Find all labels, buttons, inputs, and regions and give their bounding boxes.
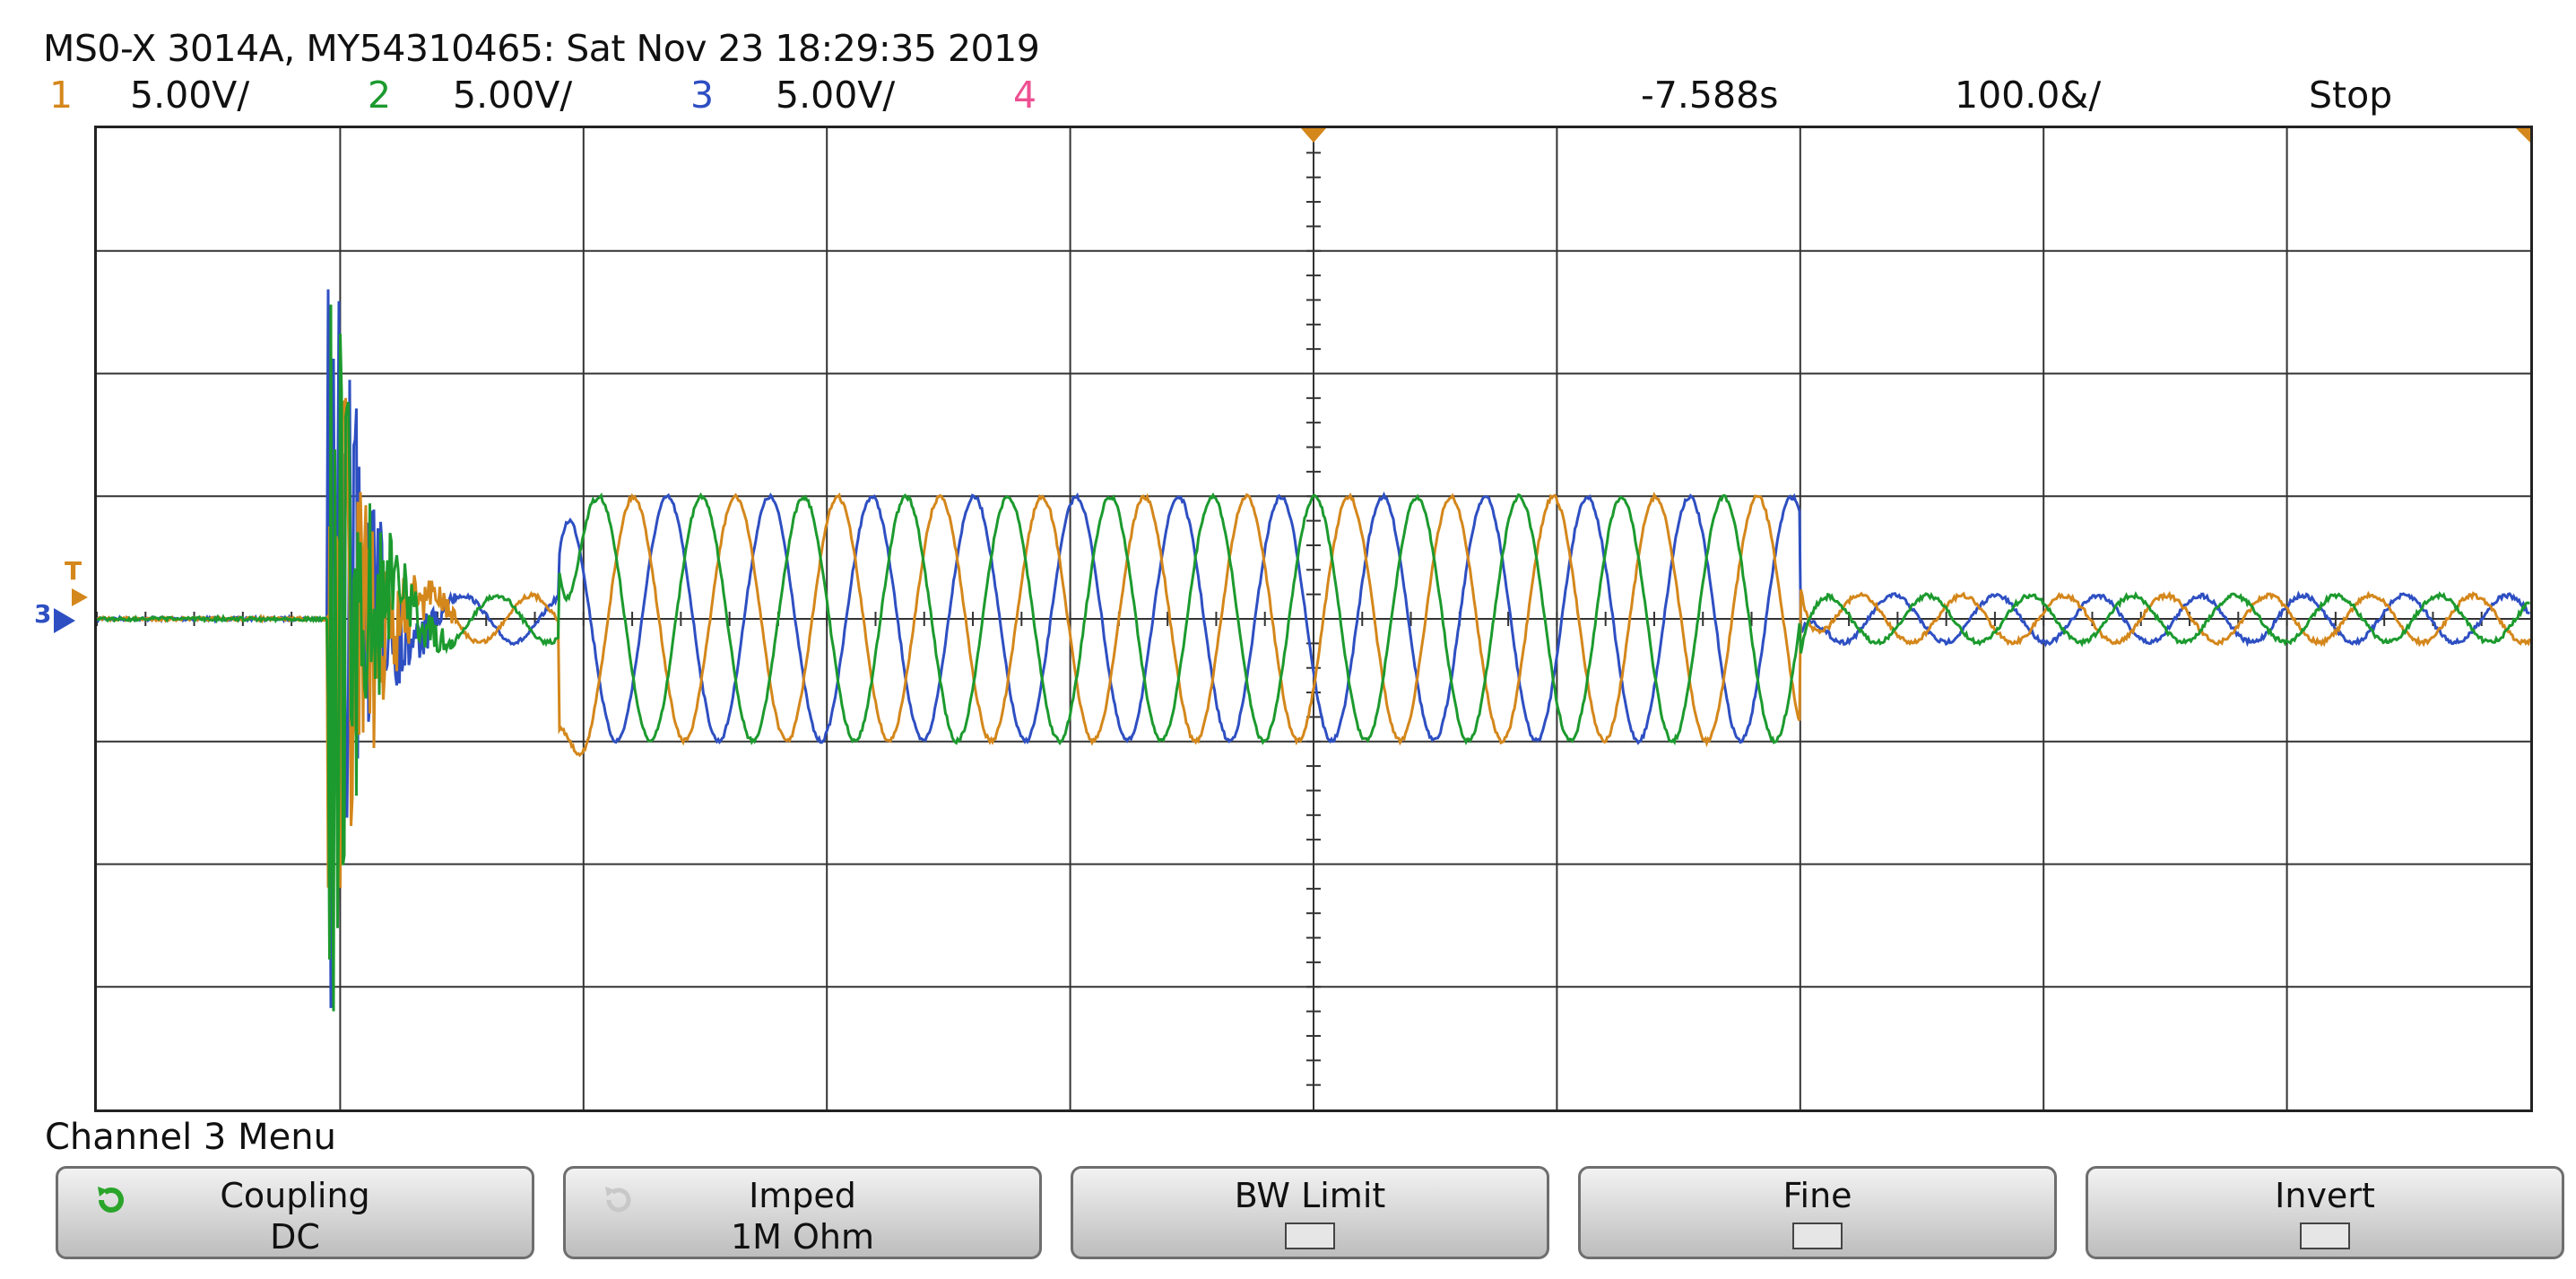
checkbox-icon[interactable] [2300, 1222, 2350, 1249]
time-scale: 100.0&/ [1955, 74, 2102, 117]
trigger-level-marker[interactable]: T [65, 556, 82, 586]
coupling-value: DC [270, 1217, 320, 1257]
waveform-screen[interactable] [94, 126, 2533, 1112]
softkey-bar: Coupling DC Imped 1M Ohm BW Limit Fine I… [0, 1166, 2576, 1274]
checkbox-icon[interactable] [1285, 1222, 1335, 1249]
invert-label: Invert [2275, 1176, 2375, 1215]
trigger-offscreen-marker [2516, 128, 2530, 143]
time-offset: -7.588s [1641, 74, 1779, 117]
ch3-trace [97, 289, 2530, 1008]
ch3-ground-arrow [54, 608, 75, 633]
imped-value: 1M Ohm [730, 1217, 875, 1257]
menu-title: Channel 3 Menu [45, 1117, 336, 1158]
waveform-display [97, 128, 2530, 1109]
rotate-icon [98, 1187, 124, 1213]
trigger-position-marker [1301, 128, 1326, 143]
ch3-number[interactable]: 3 [690, 74, 715, 117]
bw-limit-label: BW Limit [1234, 1176, 1386, 1215]
coupling-softkey[interactable]: Coupling DC [56, 1166, 534, 1259]
ch1-scale: 5.00V/ [130, 74, 250, 117]
ch1-ground-arrow [72, 588, 88, 606]
checkbox-icon[interactable] [1792, 1222, 1843, 1249]
instrument-header: MS0-X 3014A, MY54310465: Sat Nov 23 18:2… [43, 27, 1040, 70]
invert-softkey[interactable]: Invert [2086, 1166, 2564, 1259]
fine-label: Fine [1782, 1176, 1852, 1215]
ch3-scale: 5.00V/ [776, 74, 896, 117]
fine-softkey[interactable]: Fine [1578, 1166, 2057, 1259]
ch3-ground-marker[interactable]: 3 [34, 599, 52, 629]
ch2-scale: 5.00V/ [453, 74, 573, 117]
status-bar: 1 5.00V/ 2 5.00V/ 3 5.00V/ 4 -7.588s 100… [0, 74, 2576, 127]
bw-limit-softkey[interactable]: BW Limit [1071, 1166, 1549, 1259]
ch4-number[interactable]: 4 [1013, 74, 1037, 117]
rotate-icon [605, 1187, 631, 1213]
ch2-trace [97, 304, 2530, 1012]
ch1-trace [97, 397, 2530, 888]
ch2-number[interactable]: 2 [368, 74, 392, 117]
coupling-label: Coupling [220, 1176, 370, 1215]
ch1-number[interactable]: 1 [49, 74, 74, 117]
imped-softkey[interactable]: Imped 1M Ohm [563, 1166, 1042, 1259]
run-state[interactable]: Stop [2309, 74, 2393, 117]
imped-label: Imped [749, 1176, 856, 1215]
